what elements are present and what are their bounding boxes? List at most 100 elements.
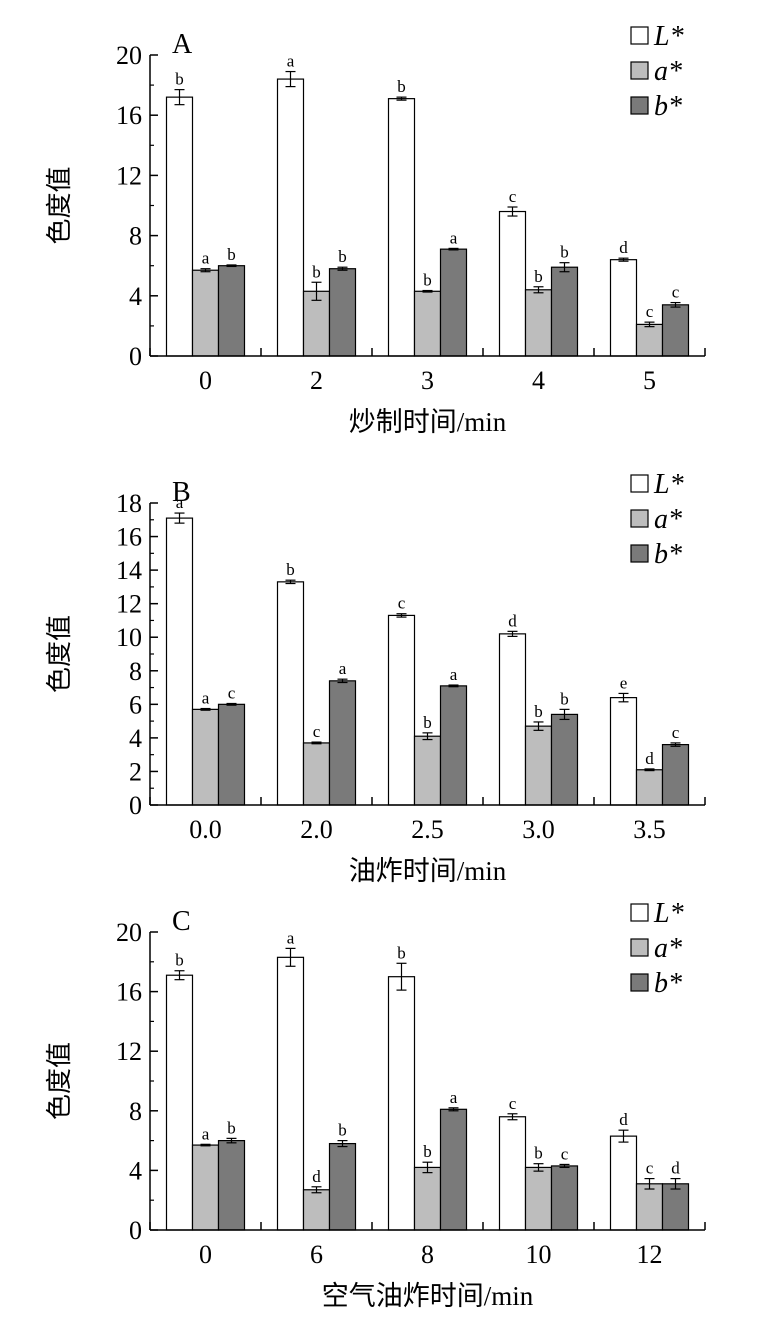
bar-bstar-8 bbox=[439, 1108, 468, 1231]
bar-bstar-2 bbox=[328, 268, 357, 357]
significance-letter: d bbox=[619, 1110, 628, 1129]
bar-astar-8 bbox=[413, 1166, 442, 1231]
bar-Lstar-12 bbox=[609, 1135, 638, 1231]
significance-letter: b bbox=[423, 271, 432, 290]
bar-Lstar-2.5 bbox=[387, 614, 416, 806]
bar-Lstar-0 bbox=[165, 974, 194, 1231]
significance-letter: b bbox=[534, 267, 543, 286]
significance-letter: c bbox=[398, 594, 406, 613]
x-tick-label: 0 bbox=[199, 1240, 212, 1269]
bar-astar-0 bbox=[191, 269, 220, 357]
y-tick-label: 0 bbox=[129, 342, 142, 371]
y-tick-label: 2 bbox=[129, 757, 142, 786]
y-tick-label: 14 bbox=[116, 556, 142, 585]
significance-letter: b bbox=[312, 262, 321, 281]
x-tick-label: 3 bbox=[421, 366, 434, 395]
x-tick-label: 2.5 bbox=[411, 815, 444, 844]
significance-letter: d bbox=[508, 611, 517, 630]
significance-letter: d bbox=[645, 749, 654, 768]
bar-Lstar-10 bbox=[498, 1116, 527, 1231]
y-tick-label: 8 bbox=[129, 657, 142, 686]
significance-letter: c bbox=[313, 722, 321, 741]
legend-label: b* bbox=[654, 539, 682, 570]
bar-bstar-0 bbox=[217, 1139, 246, 1231]
significance-letter: a bbox=[176, 493, 184, 512]
bar-astar-2.5 bbox=[413, 735, 442, 806]
x-tick-label: 0.0 bbox=[189, 815, 222, 844]
significance-letter: d bbox=[312, 1167, 321, 1186]
x-axis-title: 空气油炸时间/min bbox=[322, 1281, 534, 1311]
panel-label: A bbox=[172, 29, 193, 60]
bar-astar-10 bbox=[524, 1166, 553, 1231]
significance-letter: c bbox=[646, 302, 654, 321]
legend-label: b* bbox=[654, 968, 682, 999]
y-tick-label: 16 bbox=[116, 523, 142, 552]
significance-letter: b bbox=[423, 713, 432, 732]
significance-letter: b bbox=[560, 243, 569, 262]
x-axis-title: 炒制时间/min bbox=[349, 407, 507, 437]
bar-Lstar-3.0 bbox=[498, 633, 527, 806]
legend-swatch-Lstar bbox=[630, 903, 649, 922]
x-tick-label: 12 bbox=[637, 1240, 663, 1269]
legend-label: L* bbox=[653, 469, 684, 500]
legend-swatch-bstar bbox=[630, 544, 649, 563]
significance-letter: c bbox=[561, 1144, 569, 1163]
bar-astar-6 bbox=[302, 1189, 331, 1231]
x-tick-label: 2.0 bbox=[300, 815, 333, 844]
bar-Lstar-0.0 bbox=[165, 517, 194, 806]
bar-bstar-5 bbox=[661, 304, 690, 357]
legend-swatch-Lstar bbox=[630, 474, 649, 493]
bar-bstar-0.0 bbox=[217, 703, 246, 806]
y-tick-label: 12 bbox=[116, 161, 142, 190]
significance-letter: a bbox=[202, 689, 210, 708]
x-tick-label: 0 bbox=[199, 366, 212, 395]
significance-letter: a bbox=[287, 928, 295, 947]
bar-bstar-4 bbox=[550, 266, 579, 357]
significance-letter: b bbox=[423, 1142, 432, 1161]
bar-bstar-3 bbox=[439, 248, 468, 357]
y-tick-label: 0 bbox=[129, 791, 142, 820]
y-tick-label: 20 bbox=[116, 41, 142, 70]
x-tick-label: 2 bbox=[310, 366, 323, 395]
panel-label: C bbox=[172, 906, 191, 937]
legend-swatch-astar bbox=[630, 509, 649, 528]
bar-astar-2.0 bbox=[302, 742, 331, 806]
significance-letter: d bbox=[619, 238, 628, 257]
x-tick-label: 10 bbox=[526, 1240, 552, 1269]
legend-label: a* bbox=[654, 56, 682, 87]
significance-letter: a bbox=[450, 228, 458, 247]
bar-bstar-0 bbox=[217, 265, 246, 357]
bar-Lstar-6 bbox=[276, 956, 305, 1231]
significance-letter: c bbox=[646, 1159, 654, 1178]
panel-label: B bbox=[172, 477, 191, 508]
bar-astar-2 bbox=[302, 290, 331, 357]
bar-Lstar-0 bbox=[165, 96, 194, 357]
legend-swatch-astar bbox=[630, 938, 649, 957]
legend-label: L* bbox=[653, 898, 684, 929]
y-axis-title: 色度值 bbox=[45, 166, 74, 244]
legend-label: a* bbox=[654, 933, 682, 964]
y-tick-label: 12 bbox=[116, 1037, 142, 1066]
significance-letter: c bbox=[509, 1094, 517, 1113]
bar-Lstar-2 bbox=[276, 78, 305, 357]
significance-letter: e bbox=[620, 673, 628, 692]
significance-letter: d bbox=[671, 1159, 680, 1178]
bar-astar-3 bbox=[413, 290, 442, 357]
bar-Lstar-8 bbox=[387, 976, 416, 1231]
x-tick-label: 4 bbox=[532, 366, 545, 395]
bar-Lstar-2.0 bbox=[276, 581, 305, 806]
x-tick-label: 8 bbox=[421, 1240, 434, 1269]
significance-letter: b bbox=[397, 943, 406, 962]
bar-Lstar-4 bbox=[498, 210, 527, 357]
y-tick-label: 18 bbox=[116, 489, 142, 518]
bar-Lstar-5 bbox=[609, 259, 638, 357]
legend-label: b* bbox=[654, 91, 682, 122]
bar-bstar-3.0 bbox=[550, 713, 579, 806]
significance-letter: b bbox=[175, 70, 184, 89]
significance-letter: a bbox=[450, 665, 458, 684]
significance-letter: a bbox=[450, 1088, 458, 1107]
significance-letter: c bbox=[509, 187, 517, 206]
legend-swatch-Lstar bbox=[630, 26, 649, 45]
